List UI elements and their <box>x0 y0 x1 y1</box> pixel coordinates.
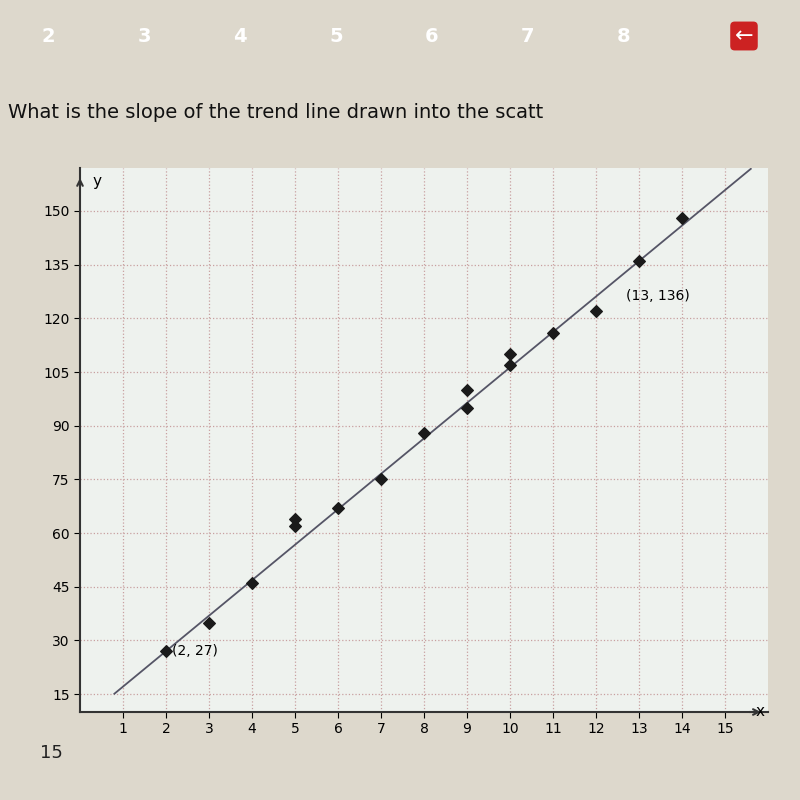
Text: (2, 27): (2, 27) <box>173 644 218 658</box>
Point <box>202 616 215 629</box>
Text: 7: 7 <box>522 26 534 46</box>
Point <box>504 358 517 371</box>
Point <box>289 519 302 532</box>
Point <box>675 212 688 225</box>
Text: 15: 15 <box>40 744 63 762</box>
Text: y: y <box>93 174 102 189</box>
Text: 4: 4 <box>233 26 247 46</box>
Point <box>633 254 646 267</box>
Text: 3: 3 <box>138 26 150 46</box>
Text: 2: 2 <box>41 26 55 46</box>
Text: 8: 8 <box>617 26 631 46</box>
Point <box>331 502 344 514</box>
Point <box>590 305 602 318</box>
Text: 5: 5 <box>329 26 343 46</box>
Text: What is the slope of the trend line drawn into the scatt: What is the slope of the trend line draw… <box>8 102 543 122</box>
Text: ←: ← <box>734 26 754 46</box>
Point <box>289 512 302 525</box>
Point <box>504 348 517 361</box>
Point <box>246 577 258 590</box>
Text: (13, 136): (13, 136) <box>626 290 690 303</box>
Point <box>461 402 474 414</box>
Point <box>546 326 559 339</box>
Point <box>160 645 173 658</box>
Point <box>461 383 474 396</box>
Text: x: x <box>755 705 764 719</box>
Point <box>418 426 430 439</box>
Point <box>374 473 387 486</box>
Text: 6: 6 <box>425 26 439 46</box>
